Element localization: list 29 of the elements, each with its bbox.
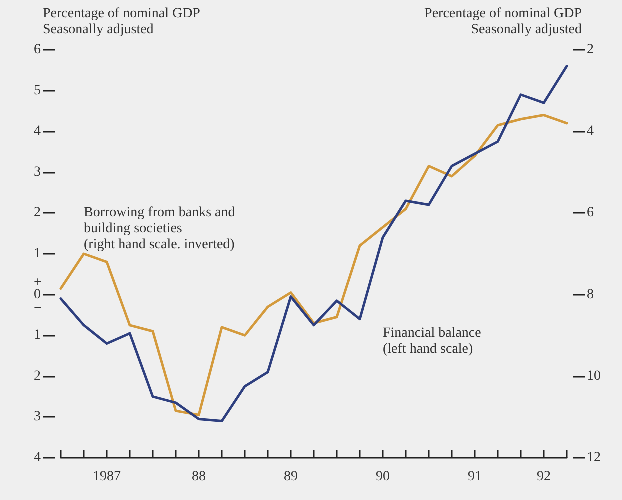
y2-axis-title: Percentage of nominal GDP Seasonally adjusted — [424, 6, 582, 38]
x-tick-label: 91 — [468, 470, 482, 484]
y-tick-label: 1 — [34, 246, 41, 262]
y-tick-label: 4 — [34, 450, 41, 466]
y-tick-label: 4 — [34, 124, 41, 140]
y-tick-label: 3 — [34, 410, 41, 425]
y2-tick-label: 2 — [587, 42, 594, 58]
y-tick-label: 5 — [34, 83, 41, 98]
line-series — [60, 65, 568, 423]
x-tick-label: 89 — [284, 470, 298, 484]
y-tick-label: 2 — [34, 368, 41, 384]
y2-tick-label: 8 — [587, 287, 594, 302]
y2-tick-label: 12 — [587, 450, 601, 466]
line-series — [60, 114, 568, 416]
y2-tick-label: 6 — [587, 206, 594, 221]
y-tick-label: 6 — [34, 42, 41, 58]
series-label: Financial balance (left hand scale) — [383, 326, 482, 357]
y2-tick-label: 10 — [587, 368, 601, 384]
x-tick-label: 88 — [192, 470, 206, 484]
y2-tick-label: 4 — [587, 124, 594, 140]
y-tick-label: 2 — [34, 206, 41, 221]
y-tick-label: 1 — [34, 328, 41, 344]
x-tick-label: 1987 — [93, 470, 121, 484]
series-label: Borrowing from banks and building societies (right hand scale. inverted) — [84, 206, 236, 253]
y-axis-title: Percentage of nominal GDP Seasonally adjusted — [43, 6, 201, 38]
x-tick-label: 92 — [537, 470, 551, 484]
x-tick-label: 90 — [376, 470, 390, 484]
y-tick-label: 3 — [34, 164, 41, 180]
text: − — [34, 301, 42, 316]
